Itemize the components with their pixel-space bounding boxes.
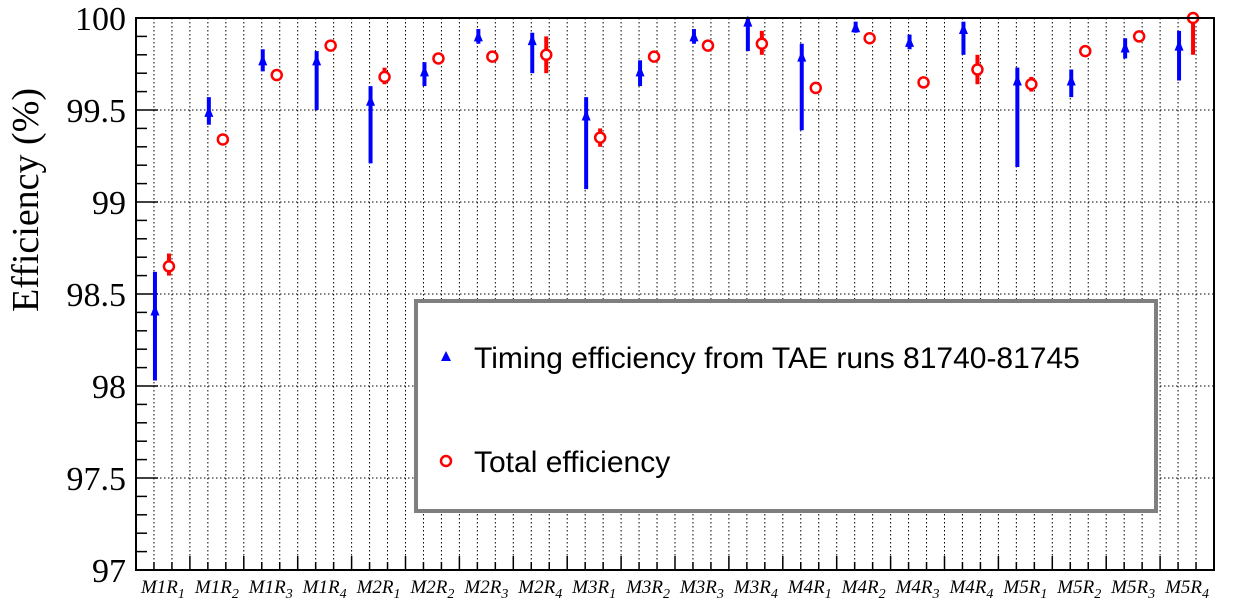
data-point <box>743 15 753 27</box>
y-tick-label: 97 <box>92 553 126 590</box>
data-point <box>797 50 807 62</box>
x-tick-label: M1R2 <box>194 577 239 602</box>
y-tick-label: 100 <box>75 1 126 38</box>
plot-frame <box>135 17 1215 571</box>
data-point <box>593 131 607 144</box>
x-tick-label: M3R3 <box>679 577 724 602</box>
data-point <box>312 54 322 66</box>
y-tick-label: 99.5 <box>67 93 127 130</box>
x-tick-label: M3R4 <box>733 577 778 602</box>
x-tick-label: M2R2 <box>409 577 454 602</box>
data-point <box>971 63 984 76</box>
x-tick-label: M2R1 <box>356 577 401 602</box>
data-point <box>150 304 160 316</box>
x-tick-label: M5R2 <box>1056 577 1101 602</box>
data-point <box>1066 74 1076 86</box>
data-point <box>809 81 822 95</box>
data-point <box>270 68 283 82</box>
legend-label: Total efficiency <box>474 446 670 479</box>
data-point <box>851 21 861 33</box>
data-point <box>162 260 176 273</box>
x-tick-label: M4R2 <box>841 577 886 602</box>
data-point <box>1174 39 1184 51</box>
x-tick-label: M4R1 <box>787 577 832 602</box>
legend-label: Timing efficiency from TAE runs 81740-81… <box>474 342 1080 375</box>
x-tick-label: M2R3 <box>463 577 508 602</box>
data-series <box>150 11 1200 381</box>
y-tick-label: 99 <box>92 185 126 222</box>
data-point <box>378 70 391 84</box>
x-tick-label: M1R3 <box>248 577 293 602</box>
data-point <box>216 133 230 146</box>
data-point <box>917 76 930 89</box>
x-tick-label: M2R4 <box>517 577 562 602</box>
data-point <box>647 50 661 63</box>
data-point <box>366 94 376 106</box>
x-tick-label: M4R3 <box>895 577 940 602</box>
x-tick-label: M1R1 <box>140 577 185 602</box>
data-point <box>432 52 445 65</box>
data-point <box>419 65 429 77</box>
y-axis: 97 97.5 98 98.5 99 99.5 100 <box>67 1 158 590</box>
data-point <box>1132 30 1146 43</box>
data-point <box>755 37 769 51</box>
data-point <box>701 39 715 52</box>
y-tick-label: 98 <box>92 369 126 406</box>
data-point <box>1012 74 1022 86</box>
data-point <box>635 65 645 77</box>
y-axis-title: Efficiency (%) <box>5 88 47 312</box>
data-point <box>324 39 337 52</box>
x-tick-label: M5R3 <box>1110 577 1155 602</box>
y-tick-label: 97.5 <box>67 461 127 498</box>
data-point <box>958 23 968 35</box>
x-tick-label: M3R2 <box>625 577 670 602</box>
data-point <box>486 50 499 63</box>
x-axis: M1R1 M1R2 M1R3 M1R4 M2R1 M2R2 M2R3 M2R4 M3R1 M3R2… <box>135 556 1215 602</box>
data-point <box>527 34 537 46</box>
x-tick-label: M5R1 <box>1002 577 1047 602</box>
data-point <box>540 48 553 62</box>
x-tick-label: M5R4 <box>1164 577 1209 602</box>
series-total <box>162 11 1200 276</box>
series-timing <box>150 15 1184 381</box>
data-point <box>1120 41 1130 53</box>
x-tick-label: M4R4 <box>948 577 993 602</box>
legend-box <box>414 299 1158 513</box>
data-point <box>905 35 915 47</box>
legend: Timing efficiency from TAE runs 81740-81… <box>414 299 1158 513</box>
data-point <box>581 109 591 121</box>
data-point <box>1079 44 1092 58</box>
data-point <box>863 31 876 45</box>
legend-marker-timing <box>441 351 451 361</box>
data-point <box>473 30 483 42</box>
data-point <box>689 30 699 42</box>
x-tick-label: M3R1 <box>571 577 616 602</box>
y-tick-label: 98.5 <box>67 277 127 314</box>
x-tick-label: M1R4 <box>302 577 347 602</box>
legend-marker-total <box>439 454 453 468</box>
data-point <box>258 54 268 66</box>
data-point <box>204 105 214 117</box>
data-point <box>1025 77 1038 91</box>
